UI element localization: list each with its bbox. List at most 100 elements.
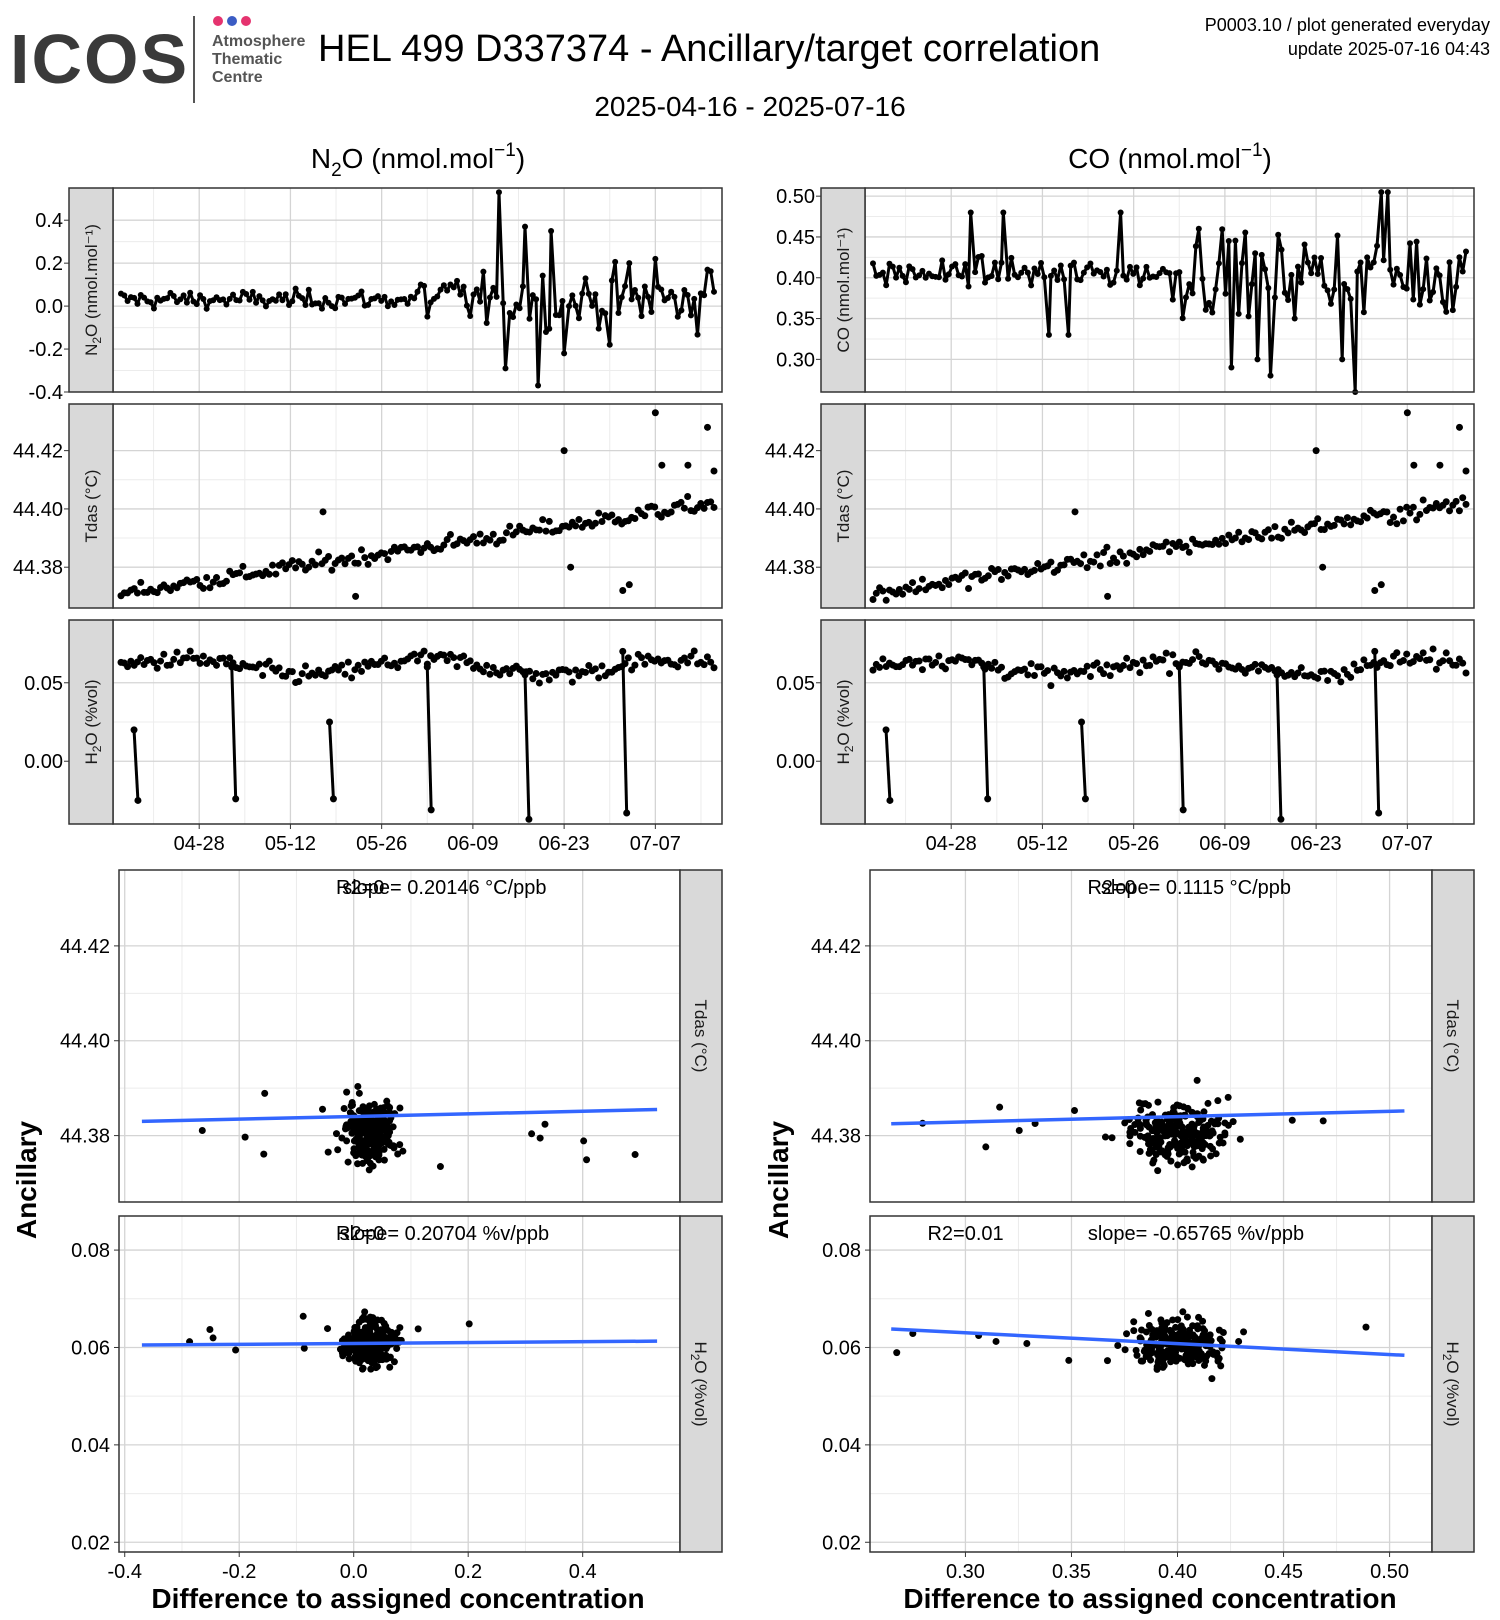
scatter-point [1158,1127,1166,1135]
series-point [506,670,514,678]
scatter-point [361,1308,369,1316]
series-point [1113,267,1120,274]
series-point [420,647,428,655]
series-point [870,260,876,267]
scatter-point [364,1328,372,1336]
series-point [1096,562,1104,570]
series-point [315,548,323,556]
series-drop [523,674,531,820]
scatter-point [390,1358,398,1366]
series-point [1218,534,1226,542]
x-tick-label: 07-07 [1382,833,1433,855]
series-point [624,654,632,662]
series-point [262,303,269,310]
series-point [694,331,701,338]
strip [820,619,866,825]
scatter-point [1194,1336,1202,1344]
series-point [572,666,580,674]
series-point [1081,795,1089,803]
y-tick-label: -0.2 [29,339,63,361]
y-tick-label: 0.04 [71,1435,110,1457]
series-point [437,286,444,293]
scatter-point [396,1324,404,1332]
strip-label: N2O (nmol.mol⁻¹) [82,224,104,356]
scatter-point [1215,1139,1223,1147]
series-point [559,298,566,305]
scatter-point [1177,1322,1185,1330]
series-point [1324,287,1331,294]
series-point [1005,275,1012,282]
series-point [945,271,952,278]
series-point [1264,526,1272,534]
series-point [1462,467,1470,475]
logo-sub-1: Atmosphere [212,33,305,50]
scatter-point [1219,1328,1227,1336]
series-point [899,590,907,598]
scatter-point [1215,1354,1223,1362]
series-point [1192,243,1199,250]
logo-dot [241,16,251,26]
scatter-point [1147,1356,1155,1364]
series-point [164,295,171,302]
series-point [265,570,273,578]
series-point [1037,663,1045,671]
x-tick-label: 0.0 [340,1561,368,1583]
series-point [230,291,237,298]
series-point [602,310,609,317]
scatter-point [261,1089,269,1097]
series-point [325,552,333,560]
series-point [1175,538,1183,546]
series-point [401,295,408,302]
series-point [680,504,688,512]
x-tick-label: -0.4 [107,1561,141,1583]
annotation-slope: slope= 0.20146 °C/ppb [342,877,546,899]
series-point [1133,660,1141,668]
y-tick-label: 44.38 [811,1126,861,1148]
series-point [1228,364,1235,371]
series-point [703,653,711,661]
series-point [502,665,510,673]
scatter-point [336,1345,344,1353]
series-point [223,301,230,308]
series-point [1169,651,1177,659]
series-point [411,295,418,302]
series-point [552,671,560,679]
series-point [150,305,157,312]
series-point [319,508,327,516]
scatter-point [260,1150,268,1158]
scatter-point [1202,1357,1210,1365]
series-point [1083,662,1091,670]
scatter-point [1182,1351,1190,1359]
series-point [199,584,207,592]
y-tick-label: 44.40 [811,1031,861,1053]
series-point [1209,309,1216,316]
series-point [869,666,877,674]
scatter-point [1154,1167,1162,1175]
series-point [1308,270,1315,277]
series-point [526,315,533,322]
scatter-point [1236,1135,1244,1143]
series-point [545,676,553,684]
series-point [582,668,590,676]
series-point [1297,664,1305,672]
fit-line [891,1109,1405,1126]
scatter-point [1212,1150,1220,1158]
strip-label: Tdas (°C) [82,470,101,543]
y-axis-label-left: Ancillary [11,1120,42,1239]
scatter-point [347,1102,355,1110]
series-point [1371,647,1379,655]
series-point [572,522,580,530]
series-point [529,675,537,683]
series-point [305,563,313,571]
y-tick-label: 0.02 [822,1532,861,1554]
series-point [381,550,389,558]
series-point [160,650,168,658]
scatter-point [1174,1144,1182,1152]
series-point [909,266,916,273]
annotation-r2: R2=0 [1087,877,1135,899]
series-point [1195,225,1202,232]
y-tick-label: 44.42 [811,936,861,958]
series-point [652,255,659,262]
series-point [477,298,484,305]
